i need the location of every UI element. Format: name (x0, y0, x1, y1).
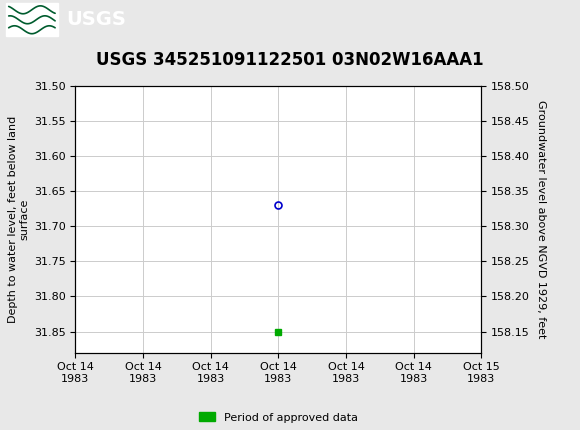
Text: USGS 345251091122501 03N02W16AAA1: USGS 345251091122501 03N02W16AAA1 (96, 51, 484, 69)
Y-axis label: Depth to water level, feet below land
surface: Depth to water level, feet below land su… (8, 116, 30, 323)
Y-axis label: Groundwater level above NGVD 1929, feet: Groundwater level above NGVD 1929, feet (535, 100, 546, 338)
Bar (6, 3, 58, 37)
Legend: Period of approved data: Period of approved data (194, 408, 362, 427)
Text: USGS: USGS (67, 10, 126, 29)
